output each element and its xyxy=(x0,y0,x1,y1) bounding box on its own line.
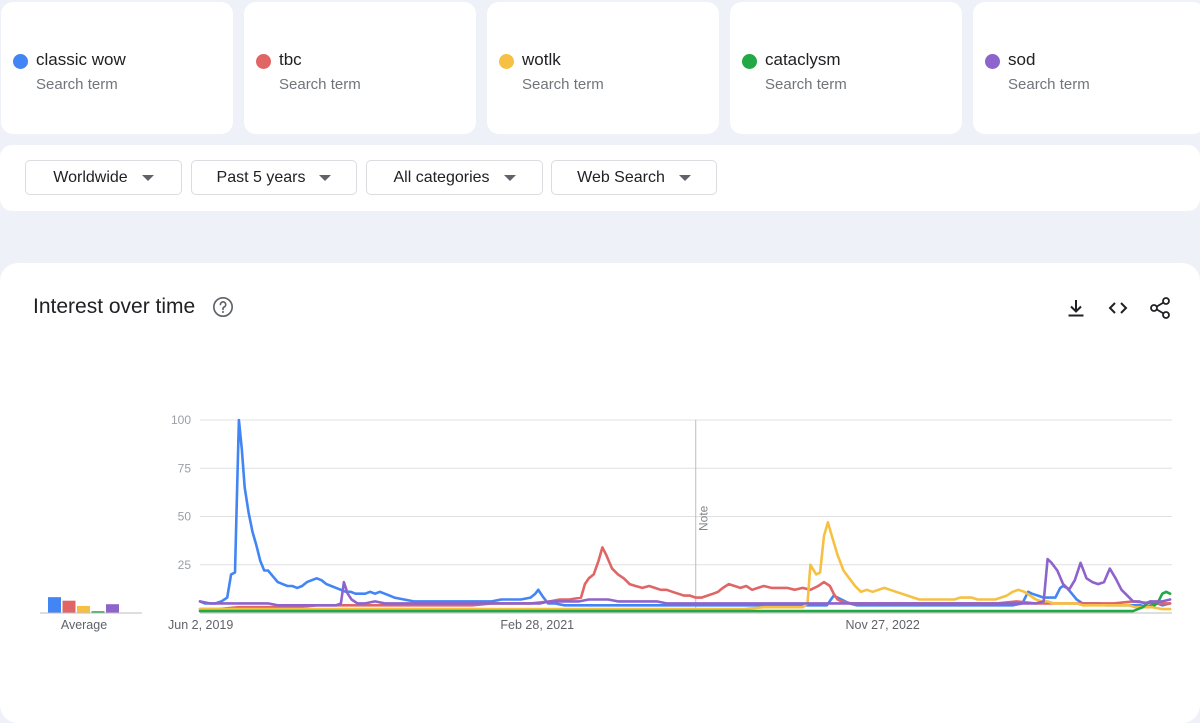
term-card-classic-wow[interactable]: classic wow Search term xyxy=(1,2,233,134)
filter-bar: Worldwide Past 5 years All categories We… xyxy=(0,145,1200,211)
y-tick-label: 50 xyxy=(178,510,192,524)
help-icon[interactable] xyxy=(212,296,234,318)
category-label: All categories xyxy=(393,168,490,186)
interest-chart: 100 75 50 25 Note Jun 2, 2019 Feb 28, 2021 Nov … xyxy=(40,413,1172,632)
term-subtitle: Search term xyxy=(765,76,847,93)
series-line-classic-wow xyxy=(198,418,1172,609)
search-type-dropdown[interactable]: Web Search xyxy=(551,160,717,195)
series-line-cataclysm xyxy=(198,590,1172,613)
average-label: Average xyxy=(61,618,107,632)
series-color-dot xyxy=(985,54,1000,69)
caret-down-icon xyxy=(678,174,691,181)
series-color-dot xyxy=(742,54,757,69)
term-name: cataclysm xyxy=(765,50,841,69)
series-line-sod xyxy=(198,557,1172,607)
caret-down-icon xyxy=(319,174,332,181)
interest-over-time-panel: Interest over time 100 75 50 25 Note Jun 2, 2… xyxy=(0,263,1200,723)
average-bar xyxy=(62,600,76,613)
y-tick-label: 25 xyxy=(178,558,192,572)
term-name: tbc xyxy=(279,50,302,69)
series-color-dot xyxy=(13,54,28,69)
region-label: Worldwide xyxy=(53,168,128,186)
time-range-label: Past 5 years xyxy=(216,168,306,186)
average-bar xyxy=(77,605,90,613)
term-name: classic wow xyxy=(36,50,126,69)
caret-down-icon xyxy=(503,174,516,181)
x-tick-label: Jun 2, 2019 xyxy=(168,618,233,632)
term-card-sod[interactable]: sod Search term xyxy=(973,2,1200,134)
term-subtitle: Search term xyxy=(279,76,361,93)
y-tick-label: 75 xyxy=(178,461,192,475)
x-tick-label: Feb 28, 2021 xyxy=(500,618,574,632)
term-subtitle: Search term xyxy=(36,76,118,93)
series-color-dot xyxy=(499,54,514,69)
search-type-label: Web Search xyxy=(577,168,665,186)
category-dropdown[interactable]: All categories xyxy=(366,160,543,195)
embed-icon[interactable] xyxy=(1106,296,1130,320)
term-name: sod xyxy=(1008,50,1036,69)
note-label: Note xyxy=(697,505,711,531)
term-subtitle: Search term xyxy=(1008,76,1090,93)
term-card-cataclysm[interactable]: cataclysm Search term xyxy=(730,2,962,134)
term-subtitle: Search term xyxy=(522,76,604,93)
panel-title: Interest over time xyxy=(33,295,196,318)
share-icon[interactable] xyxy=(1148,296,1172,320)
term-name: wotlk xyxy=(522,50,561,69)
series-line-wotlk xyxy=(198,520,1172,611)
term-card-wotlk[interactable]: wotlk Search term xyxy=(487,2,719,134)
average-bar xyxy=(91,611,105,613)
average-bar xyxy=(48,597,61,613)
time-range-dropdown[interactable]: Past 5 years xyxy=(191,160,357,195)
x-tick-label: Nov 27, 2022 xyxy=(845,618,919,632)
region-dropdown[interactable]: Worldwide xyxy=(25,160,182,195)
average-bar xyxy=(106,604,119,613)
series-color-dot xyxy=(256,54,271,69)
term-card-tbc[interactable]: tbc Search term xyxy=(244,2,476,134)
caret-down-icon xyxy=(141,174,154,181)
download-icon[interactable] xyxy=(1064,296,1088,320)
y-tick-label: 100 xyxy=(171,413,191,427)
